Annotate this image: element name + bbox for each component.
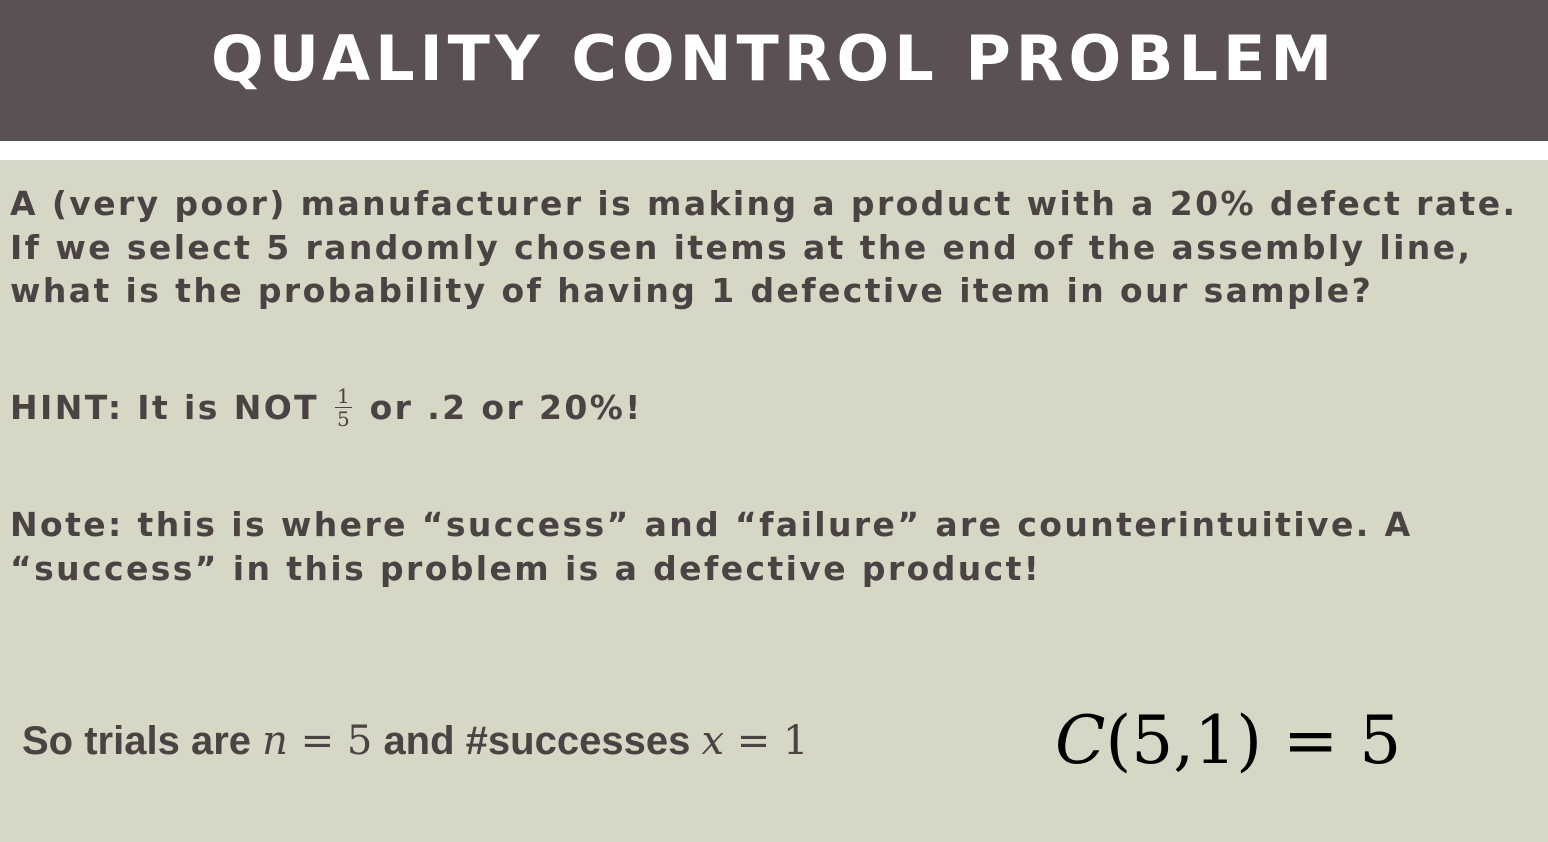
fraction-numerator: 1 xyxy=(334,384,352,408)
n-variable: n xyxy=(262,718,288,764)
fraction-denominator: 5 xyxy=(336,407,350,431)
trials-label-start: So trials are xyxy=(22,719,252,763)
hint-prefix: HINT: It is NOT xyxy=(10,388,320,427)
combination-function: C xyxy=(1055,702,1106,779)
hint-fraction: 1 5 xyxy=(334,384,352,431)
trials-line: So trials are n = 5 and #successes x = 1 xyxy=(22,718,808,764)
x-equation: = 1 xyxy=(724,718,809,764)
combination-args: (5,1) xyxy=(1105,702,1262,779)
n-equation: = 5 xyxy=(287,718,373,764)
combination-formula: C(5,1) = 5 xyxy=(1055,702,1401,779)
trials-label-mid: and #successes xyxy=(383,719,691,763)
slide-title: QUALITY CONTROL PROBLEM xyxy=(210,22,1338,95)
hint-line: HINT: It is NOT 1 5 or .2 or 20%! xyxy=(10,384,643,432)
note-text: Note: this is where “success” and “failu… xyxy=(10,505,1413,588)
problem-statement: A (very poor) manufacturer is making a p… xyxy=(10,184,1518,310)
title-divider xyxy=(0,141,1548,160)
hint-suffix: or .2 or 20%! xyxy=(369,388,643,427)
combination-result: = 5 xyxy=(1261,702,1402,779)
x-variable: x xyxy=(701,718,724,764)
title-bar: QUALITY CONTROL PROBLEM xyxy=(0,0,1548,141)
